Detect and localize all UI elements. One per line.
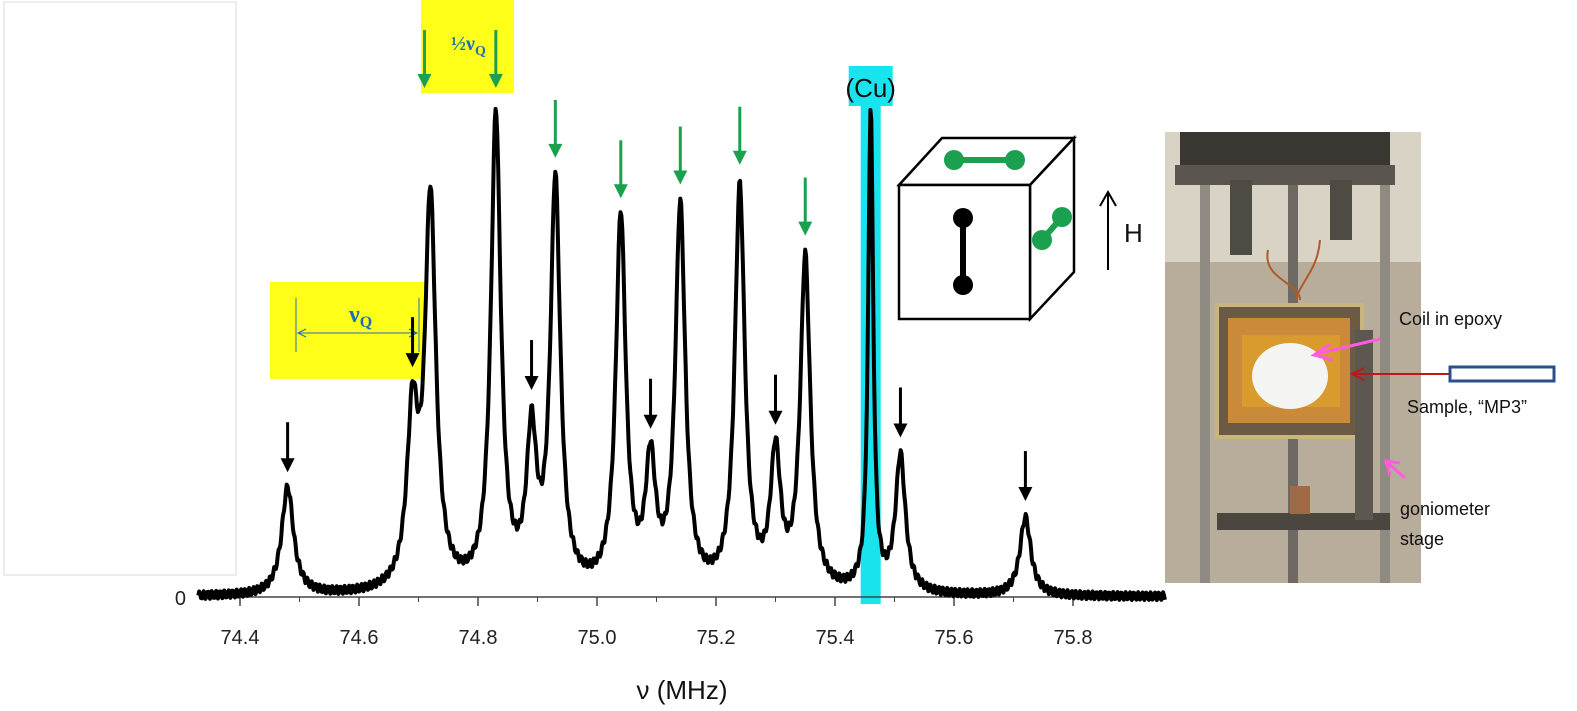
x-tick-label: 75.4 bbox=[816, 627, 855, 649]
crystal-orientation-diagram: H bbox=[896, 134, 1143, 323]
central-line-arrow-head bbox=[488, 74, 503, 88]
satellite-arrow-head bbox=[280, 458, 295, 473]
field-label: H bbox=[1124, 218, 1143, 248]
side-dimer-atom bbox=[1052, 207, 1072, 227]
y-tick-label-0: 0 bbox=[175, 588, 186, 610]
x-tick-label: 75.2 bbox=[697, 627, 736, 649]
side-dimer-atom bbox=[1032, 230, 1052, 250]
x-tick-label: 75.6 bbox=[935, 627, 974, 649]
photo-annotations: Coil in epoxy Sample, “MP3” goniometer s… bbox=[1310, 309, 1556, 549]
nmr-spectrum-plot: (Cu) νQ ½νQ 74.4 74.6 74.8 75.0 75.2 75.4 75.6… bbox=[175, 0, 1167, 705]
half-nu-q-symbol: ½ν bbox=[451, 33, 475, 55]
central-line-arrow-head bbox=[798, 221, 813, 236]
satellite-arrow-head bbox=[1018, 487, 1033, 502]
central-line-arrow-head bbox=[673, 170, 688, 185]
central-line-arrow-head bbox=[548, 143, 563, 158]
central-line-arrow-head bbox=[417, 74, 432, 88]
front-dimer-atom bbox=[953, 275, 973, 295]
nu-q-symbol: ν bbox=[348, 302, 360, 328]
satellite-arrow-head bbox=[768, 410, 783, 425]
satellite-arrows bbox=[280, 317, 1033, 502]
x-axis-title: ν (MHz) bbox=[637, 675, 728, 705]
central-line-arrows bbox=[417, 30, 813, 236]
satellite-arrow-head bbox=[524, 376, 539, 391]
probe-photo bbox=[1165, 132, 1421, 583]
x-tick-label: 74.6 bbox=[340, 627, 379, 649]
stage-label-line-2: stage bbox=[1400, 529, 1444, 549]
central-line-arrow-head bbox=[732, 150, 747, 165]
top-dimer-atom bbox=[1005, 150, 1025, 170]
half-nu-q-subscript: Q bbox=[475, 44, 486, 59]
satellite-arrow-head bbox=[643, 414, 658, 429]
spectrum-trace bbox=[196, 106, 1167, 603]
satellite-arrow-head bbox=[405, 353, 420, 368]
coil-label: Coil in epoxy bbox=[1399, 309, 1502, 329]
x-tick-label: 74.4 bbox=[221, 627, 260, 649]
top-dimer-atom bbox=[944, 150, 964, 170]
front-dimer-atom bbox=[953, 208, 973, 228]
nu-q-label: νQ bbox=[348, 302, 372, 331]
x-axis-tick-labels: 74.4 74.6 74.8 75.0 75.2 75.4 75.6 75.8 bbox=[221, 627, 1093, 649]
half-nu-q-label: ½νQ bbox=[451, 33, 486, 59]
central-line-arrow-head bbox=[613, 184, 628, 199]
x-tick-label: 75.0 bbox=[578, 627, 617, 649]
blank-panel bbox=[3, 1, 237, 576]
x-tick-label: 75.8 bbox=[1054, 627, 1093, 649]
cu-label: (Cu) bbox=[845, 73, 896, 103]
coil-in-epoxy bbox=[1252, 343, 1328, 409]
stage-label-line-1: goniometer bbox=[1400, 499, 1490, 519]
sample-label: Sample, “MP3” bbox=[1407, 397, 1527, 417]
nu-q-subscript: Q bbox=[360, 314, 372, 331]
satellite-arrow-head bbox=[893, 423, 908, 438]
x-axis-ticks bbox=[239, 597, 1133, 606]
nu-q-highlight-box bbox=[270, 282, 425, 379]
cu-label-highlight bbox=[848, 66, 893, 106]
sample-icon bbox=[1448, 365, 1556, 383]
x-tick-label: 74.8 bbox=[459, 627, 498, 649]
